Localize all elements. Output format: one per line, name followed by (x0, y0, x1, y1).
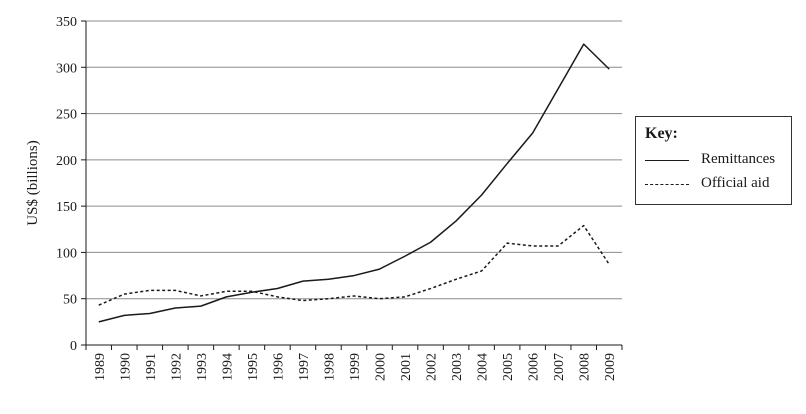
legend-swatch-official-aid (645, 184, 689, 185)
x-tick-label-1991: 1991 (144, 353, 159, 381)
y-tick-label-100: 100 (56, 246, 77, 261)
legend-item-remittances: Remittances (645, 151, 791, 171)
x-tick-label-2008: 2008 (578, 353, 593, 381)
x-tick-label-1992: 1992 (169, 353, 184, 381)
x-tick-label-1999: 1999 (348, 353, 363, 381)
legend-title: Key: (645, 125, 678, 142)
y-tick-label-200: 200 (56, 154, 77, 169)
x-tick-label-1996: 1996 (271, 353, 286, 381)
x-tick-label-1994: 1994 (220, 353, 235, 381)
y-tick-label-50: 50 (63, 293, 77, 308)
legend-item-official-aid: Official aid (645, 175, 791, 195)
y-tick-label-300: 300 (56, 61, 77, 76)
x-tick-label-2007: 2007 (552, 353, 567, 381)
x-tick-label-1993: 1993 (195, 353, 210, 381)
series-line-remittances (98, 43, 610, 323)
x-tick-label-2005: 2005 (501, 353, 516, 381)
x-tick-label-2004: 2004 (476, 353, 491, 381)
y-tick-label-150: 150 (56, 200, 77, 215)
legend-label-official-aid: Official aid (701, 175, 770, 191)
x-tick-label-2009: 2009 (603, 353, 618, 381)
y-axis-label: US$ (billions) (25, 140, 41, 225)
x-tick-label-1989: 1989 (93, 353, 108, 381)
legend-label-remittances: Remittances (701, 151, 776, 167)
y-tick-label-0: 0 (70, 339, 77, 354)
x-tick-label-2001: 2001 (399, 353, 414, 381)
y-tick-label-350: 350 (56, 15, 77, 30)
y-tick-label-250: 250 (56, 108, 77, 123)
x-tick-label-1997: 1997 (297, 353, 312, 381)
series-line-official-aid (98, 224, 610, 306)
x-tick-label-1998: 1998 (322, 353, 337, 381)
x-tick-label-2002: 2002 (425, 353, 440, 381)
legend: Key: Remittances Official aid (635, 116, 792, 205)
x-tick-label-2006: 2006 (527, 353, 542, 381)
x-tick-label-1990: 1990 (118, 353, 133, 381)
x-tick-label-1995: 1995 (246, 353, 261, 381)
x-tick-label-2000: 2000 (374, 353, 389, 381)
legend-swatch-remittances (645, 160, 689, 161)
x-tick-label-2003: 2003 (450, 353, 465, 381)
